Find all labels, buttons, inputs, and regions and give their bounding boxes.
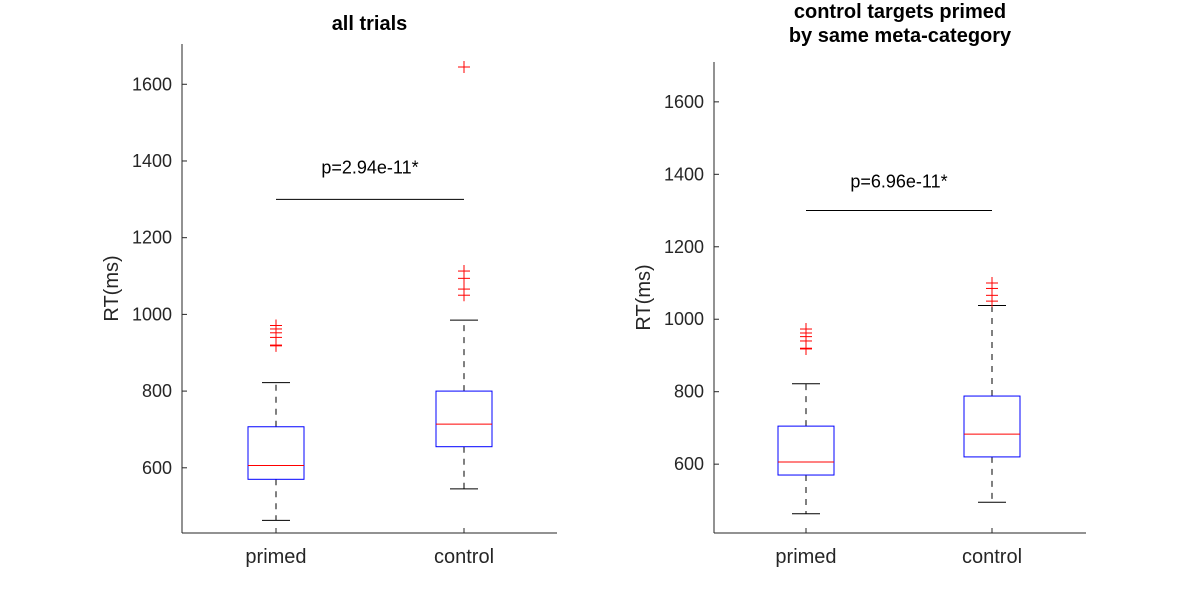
x-tick-label-primed: primed: [245, 546, 306, 568]
box-iqr: [435, 390, 493, 448]
chart-title: all trials: [332, 13, 408, 35]
y-axis-label: RT(ms): [633, 264, 655, 330]
box-iqr: [963, 395, 1021, 458]
y-tick-label: 800: [674, 382, 704, 402]
chart-panel-2: 600 800 1000 1200 1400 1600 primed control RT(ms…: [633, 1, 1086, 568]
box-primed: [777, 323, 835, 515]
box-control: [435, 61, 493, 490]
p-value-label: p=6.96e-11*: [850, 172, 947, 192]
box-iqr: [247, 426, 305, 480]
outlier-marker: [458, 283, 470, 296]
y-tick-label: 600: [674, 454, 704, 474]
outlier-marker: [986, 277, 998, 290]
box-iqr: [777, 425, 835, 476]
x-tick-label-control: control: [434, 546, 494, 568]
x-tick-label-control: control: [962, 546, 1022, 568]
y-axis-label: RT(ms): [101, 255, 123, 321]
y-tick-label: 1200: [664, 237, 704, 257]
chart-title: control targets primed: [794, 1, 1006, 23]
chart-panel-1: 600 800 1000 1200 1400 1600 primed control RT(ms…: [101, 13, 557, 568]
x-tick-label-primed: primed: [775, 546, 836, 568]
outlier-marker: [458, 61, 470, 74]
y-tick-label: 1600: [132, 74, 172, 94]
y-tick-label: 1400: [132, 151, 172, 171]
y-tick-label: 800: [142, 381, 172, 401]
y-tick-label: 1000: [132, 304, 172, 324]
y-tick-label: 1400: [664, 164, 704, 184]
y-tick-label: 600: [142, 458, 172, 478]
p-value-label: p=2.94e-11*: [321, 157, 418, 177]
y-tick-label: 1200: [132, 228, 172, 248]
y-tick-label: 1000: [664, 309, 704, 329]
box-control: [963, 277, 1021, 503]
outlier-marker: [458, 265, 470, 278]
outlier-marker: [800, 323, 812, 336]
outlier-marker: [270, 319, 282, 332]
chart-title: by same meta-category: [789, 25, 1012, 47]
box-primed: [247, 319, 305, 521]
y-tick-label: 1600: [664, 92, 704, 112]
